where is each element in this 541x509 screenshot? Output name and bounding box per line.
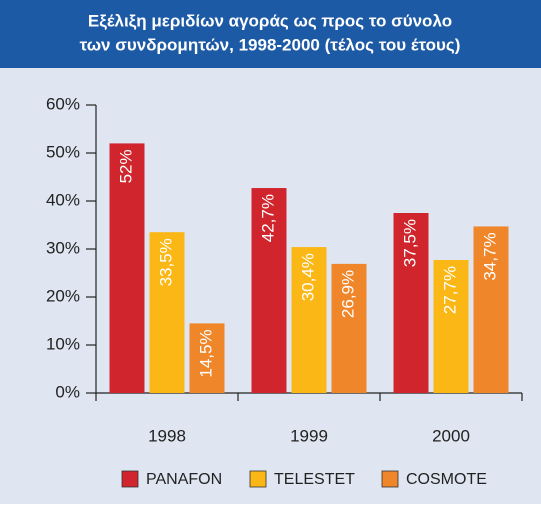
chart-title: των συνδρομητών, 1998-2000 (τέλος του έτ…	[80, 35, 461, 54]
legend-label: TELESTET	[274, 471, 355, 488]
x-tick-label: 2000	[432, 426, 470, 445]
data-label: 42,7%	[258, 194, 277, 242]
data-label: 14,5%	[196, 329, 215, 377]
x-tick-label: 1998	[148, 426, 186, 445]
legend-label: PANAFON	[146, 471, 222, 488]
y-tick-label: 40%	[46, 190, 80, 209]
legend-swatch	[381, 470, 399, 488]
chart-title: Εξέλιξη μεριδίων αγοράς ως προς το σύνολ…	[88, 11, 452, 30]
bar	[149, 232, 185, 393]
y-tick-label: 20%	[46, 286, 80, 305]
bar	[291, 247, 327, 393]
data-label: 26,9%	[338, 270, 357, 318]
bar	[473, 226, 509, 393]
bar	[251, 188, 287, 393]
y-tick-label: 50%	[46, 142, 80, 161]
bar	[433, 260, 469, 393]
y-tick-label: 0%	[55, 382, 80, 401]
y-tick-label: 10%	[46, 334, 80, 353]
y-tick-label: 30%	[46, 238, 80, 257]
data-label: 34,7%	[480, 232, 499, 280]
bar	[393, 213, 429, 393]
data-label: 37,5%	[400, 219, 419, 267]
legend-swatch	[121, 470, 139, 488]
data-label: 27,7%	[440, 266, 459, 314]
bar	[331, 263, 367, 393]
header	[0, 0, 541, 68]
legend-label: COSMOTE	[406, 471, 487, 488]
x-tick-label: 1999	[290, 426, 328, 445]
bar	[109, 143, 145, 393]
data-label: 30,4%	[298, 253, 317, 301]
legend-swatch	[249, 470, 267, 488]
data-label: 52%	[116, 149, 135, 183]
bar	[189, 323, 225, 393]
data-label: 33,5%	[156, 238, 175, 286]
y-tick-label: 60%	[46, 94, 80, 113]
